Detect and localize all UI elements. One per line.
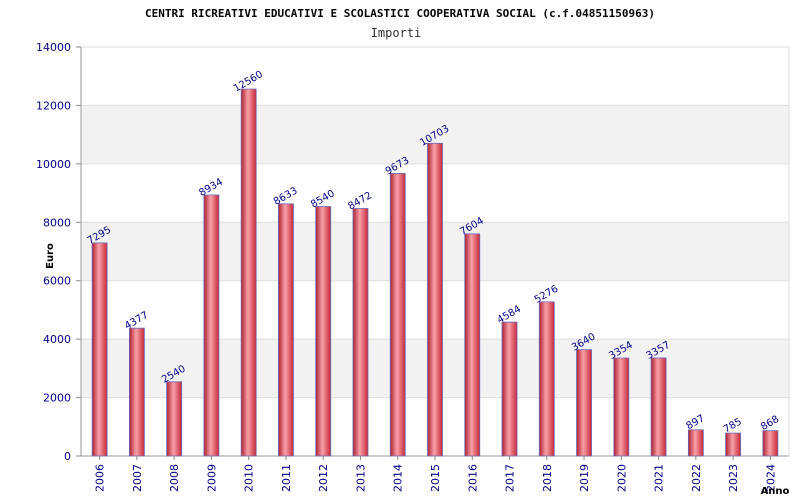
bar-2010 <box>240 88 257 457</box>
x-tick-label-2015: 2015 <box>429 464 442 492</box>
x-tick-label-2009: 2009 <box>205 464 218 492</box>
x-tick-label-2012: 2012 <box>317 464 330 492</box>
y-axis-label: Euro <box>45 243 56 269</box>
bar-2022 <box>687 429 704 457</box>
bar-2015 <box>427 142 443 457</box>
chart-subtitle: Importi <box>371 26 422 40</box>
y-tick-label: 0 <box>64 450 71 463</box>
y-tick-label: 8000 <box>43 216 71 229</box>
bar-2007 <box>128 327 145 457</box>
x-tick-label-2011: 2011 <box>280 464 293 492</box>
bar-2006 <box>91 242 108 457</box>
y-tick-label: 6000 <box>43 275 71 288</box>
bars <box>91 88 779 457</box>
bar-2019 <box>576 349 592 457</box>
y-tick-label: 14000 <box>36 41 71 54</box>
bar-2016 <box>464 233 481 457</box>
x-tick-label-2019: 2019 <box>578 464 591 492</box>
bar-2008 <box>166 381 183 457</box>
data-label-2023: 785 <box>722 416 744 435</box>
x-tick-label-2017: 2017 <box>504 464 517 492</box>
data-label-2022: 897 <box>685 413 707 432</box>
x-tick-label-2010: 2010 <box>243 464 256 492</box>
y-tick-label: 12000 <box>36 99 71 112</box>
x-tick-label-2008: 2008 <box>168 464 181 492</box>
bar-2024 <box>762 430 779 457</box>
x-tick-label-2024: 2024 <box>764 464 777 492</box>
chart-title: CENTRI RICREATIVI EDUCATIVI E SCOLASTICI… <box>145 7 655 20</box>
data-label-2024: 868 <box>759 414 781 433</box>
bar-2017 <box>501 321 518 457</box>
y-tick-label: 2000 <box>43 392 71 405</box>
x-tick-label-2020: 2020 <box>615 464 628 492</box>
bar-2009 <box>203 194 220 457</box>
bar-2023 <box>725 432 742 457</box>
x-tick-labels: 2006 2007 2008 2009 2010 2011 2012 2013 2014 2015… <box>94 456 777 492</box>
bar-2018 <box>538 301 555 457</box>
x-tick-label-2006: 2006 <box>94 464 107 492</box>
x-tick-label-2023: 2023 <box>727 464 740 492</box>
y-tick-label: 10000 <box>36 158 71 171</box>
x-tick-label-2021: 2021 <box>653 464 666 492</box>
bar-2013 <box>352 208 369 457</box>
x-tick-label-2018: 2018 <box>541 464 554 492</box>
x-axis-label: Anno <box>761 486 790 497</box>
x-tick-label-2013: 2013 <box>354 464 367 492</box>
x-tick-label-2022: 2022 <box>690 464 703 492</box>
y-tick-labels: 0 2000 4000 6000 8000 10000 12000 14000 <box>36 41 71 463</box>
bar-2014 <box>389 173 406 457</box>
x-tick-label-2016: 2016 <box>466 464 479 492</box>
y-tick-label: 4000 <box>43 333 71 346</box>
x-tick-label-2014: 2014 <box>392 464 405 492</box>
x-tick-label-2007: 2007 <box>131 464 144 492</box>
bar-2011 <box>278 203 294 457</box>
bar-2012 <box>315 206 332 457</box>
bar-2021 <box>650 357 667 457</box>
bar-2020 <box>613 357 630 457</box>
